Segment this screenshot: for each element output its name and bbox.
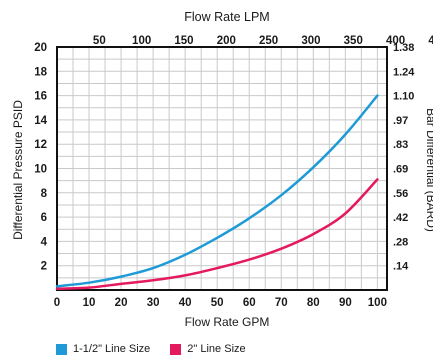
right-tick-label: 1.24 [393, 66, 415, 78]
x-tick-label: 30 [147, 297, 160, 309]
right-tick-label: .83 [393, 139, 408, 151]
top-tick-label: 150 [174, 35, 193, 47]
y-tick-label: 20 [34, 42, 47, 54]
x-tick-label: 50 [211, 297, 224, 309]
right-tick-label: 1.38 [393, 42, 414, 54]
grid [57, 47, 387, 290]
x-tick-label: 0 [54, 297, 60, 309]
right-axis-label: Bar Differential (BARD) [424, 108, 433, 232]
legend-item-2-inch: 2" Line Size [170, 343, 246, 355]
top-tick-label: 50 [93, 35, 106, 47]
x-tick-label: 70 [275, 297, 288, 309]
chart-title: Flow Rate LPM [184, 10, 269, 24]
legend-label-1-5-inch: 1-1/2" Line Size [73, 343, 151, 355]
y-tick-label: 18 [34, 66, 47, 78]
x-tick-label: 10 [83, 297, 96, 309]
legend-item-1-5-inch: 1-1/2" Line Size [56, 343, 150, 355]
right-tick-label: 1.10 [393, 91, 414, 103]
x-tick-label: 20 [115, 297, 128, 309]
legend-label-2-inch: 2" Line Size [187, 343, 246, 355]
legend: 1-1/2" Line Size 2" Line Size [56, 343, 266, 355]
legend-swatch-1-5-inch [56, 343, 67, 355]
plot-frame [56, 46, 388, 291]
y-tick-label: 6 [41, 212, 47, 224]
y-tick-label: 14 [34, 115, 47, 127]
y-tick-label: 2 [41, 261, 47, 273]
y-tick-label: 16 [34, 91, 47, 103]
right-tick-label: .14 [393, 261, 409, 273]
y-tick-label: 8 [41, 188, 48, 200]
right-tick-label: .56 [393, 188, 408, 200]
top-tick-label: 350 [344, 35, 363, 47]
top-tick-label: 400 [386, 35, 405, 47]
right-tick-label: .28 [393, 236, 408, 248]
x-axis-label: Flow Rate GPM [185, 315, 270, 329]
series-layer [55, 94, 379, 291]
y-tick-label: 4 [41, 236, 48, 248]
x-tick-label: 100 [368, 297, 387, 309]
top-tick-label: 100 [132, 35, 151, 47]
x-tick-label: 90 [339, 297, 352, 309]
right-tick-label: .97 [393, 115, 408, 127]
top-tick-label: 300 [301, 35, 320, 47]
top-tick-label: 200 [217, 35, 236, 47]
tick-labels: 0 10 20 30 40 50 60 70 80 90 100 2 4 6 8 10 12 14 16 18 20 50… [34, 35, 433, 309]
series-line-2-inch [55, 178, 379, 291]
legend-swatch-2-inch [170, 343, 182, 355]
right-tick-label: .42 [393, 212, 408, 224]
right-tick-label: .69 [393, 164, 408, 176]
x-tick-label: 80 [307, 297, 320, 309]
series-line-1-5-inch [55, 94, 379, 288]
y-tick-label: 12 [34, 139, 47, 151]
top-tick-label: 450 [428, 35, 433, 47]
y-axis-label: Differential Pressure PSID [11, 100, 25, 240]
x-tick-label: 40 [179, 297, 192, 309]
top-tick-label: 250 [259, 35, 278, 47]
x-tick-label: 60 [243, 297, 256, 309]
y-tick-label: 10 [34, 164, 47, 176]
